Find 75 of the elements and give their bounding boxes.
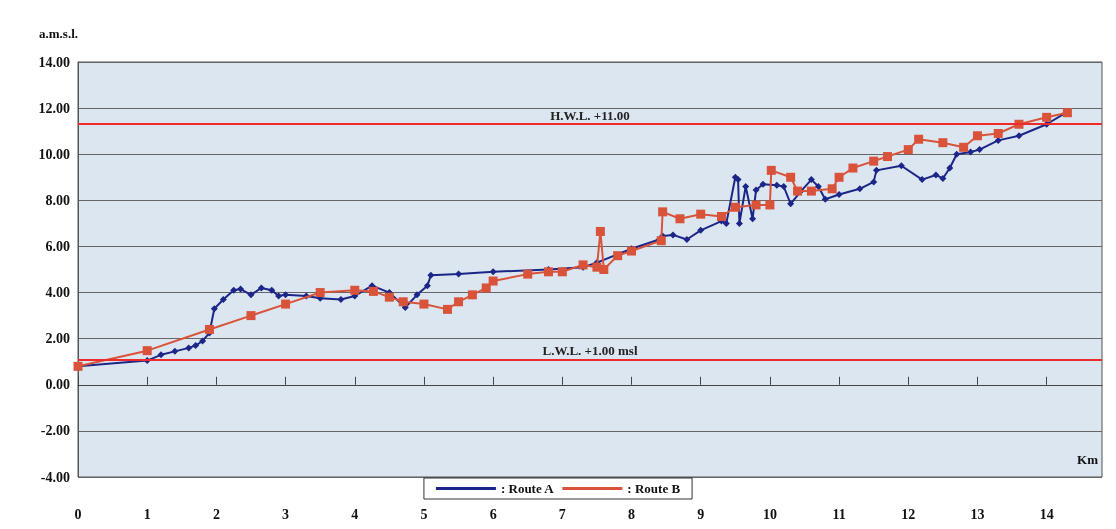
x-tick-label: 7 (558, 506, 566, 522)
point (793, 186, 803, 196)
point (557, 267, 567, 277)
point (959, 142, 969, 152)
y-tick-label: 8.00 (45, 192, 70, 208)
point (368, 286, 378, 296)
point (903, 145, 913, 155)
point (204, 324, 214, 334)
point (658, 207, 668, 217)
x-tick-label: 11 (832, 506, 846, 522)
point (315, 288, 325, 298)
x-tick-label: 6 (489, 506, 497, 522)
point (993, 128, 1003, 138)
point (1042, 112, 1052, 122)
x-tick-label: 3 (282, 506, 290, 522)
x-tick-label: 4 (351, 506, 359, 522)
y-tick-label: 6.00 (45, 238, 70, 254)
x-tick-label: 8 (628, 506, 636, 522)
point (350, 285, 360, 295)
x-tick-label: 10 (762, 506, 777, 522)
point (481, 283, 491, 293)
x-tick-label: 9 (697, 506, 705, 522)
point (142, 346, 152, 356)
point (938, 138, 948, 148)
point (442, 304, 452, 314)
point (398, 297, 408, 307)
point (869, 156, 879, 166)
point (848, 163, 858, 173)
point (419, 299, 429, 309)
x-tick-label: 14 (1039, 506, 1054, 522)
ref-line-label: H.W.L. +11.00 (550, 108, 630, 124)
ref-line-label: L.W.L. +1.00 msl (542, 343, 638, 359)
y-tick-label: 10.00 (38, 146, 70, 162)
legend-label: : Route A (500, 481, 555, 496)
point (786, 172, 796, 182)
point (716, 211, 726, 221)
point (806, 186, 816, 196)
y-axis-title: a.m.s.l. (39, 26, 78, 41)
point (595, 226, 605, 236)
point (246, 311, 256, 321)
x-axis-title: Km (1077, 451, 1099, 467)
x-tick-label: 12 (901, 506, 916, 522)
point (523, 269, 533, 279)
point (675, 214, 685, 224)
y-tick-label: 12.00 (38, 100, 70, 116)
point (454, 297, 464, 307)
x-tick-label: 2 (212, 506, 220, 522)
point (914, 134, 924, 144)
point (488, 276, 498, 286)
point (281, 299, 291, 309)
y-tick-label: 2.00 (45, 331, 70, 347)
point (766, 165, 776, 175)
x-tick-label: 13 (970, 506, 985, 522)
x-tick-label: 0 (74, 506, 82, 522)
x-tick-label: 5 (420, 506, 428, 522)
point (384, 292, 394, 302)
point (613, 251, 623, 261)
point (696, 209, 706, 219)
point (751, 200, 761, 210)
y-tick-label: 14.00 (38, 54, 70, 70)
point (834, 172, 844, 182)
y-tick-label: 0.00 (45, 377, 70, 393)
point (730, 202, 740, 212)
point (827, 184, 837, 194)
point (467, 290, 477, 300)
point (543, 267, 553, 277)
point (765, 200, 775, 210)
y-tick-label: 4.00 (45, 285, 70, 301)
point (972, 131, 982, 141)
point (883, 152, 893, 162)
x-tick-label: 1 (143, 506, 151, 522)
point (599, 265, 609, 274)
legend-label: : Route B (627, 481, 681, 496)
y-tick-label: -4.00 (40, 469, 70, 485)
y-tick-label: -2.00 (40, 423, 70, 439)
